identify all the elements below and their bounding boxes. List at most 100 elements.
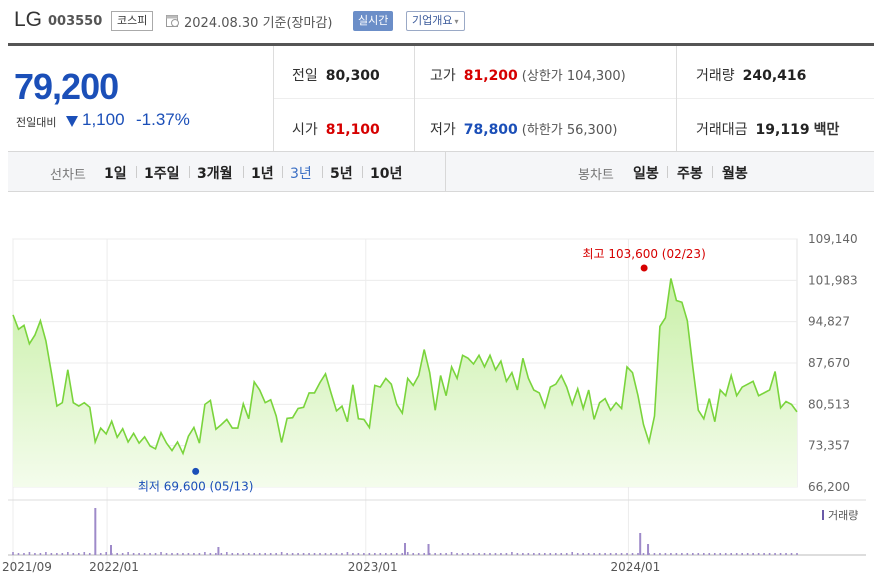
volume-bar <box>324 553 327 555</box>
open: 시가 81,100 <box>292 119 380 139</box>
volume-bar <box>702 553 705 555</box>
high-value: 81,200 <box>463 68 518 84</box>
volume-bar <box>730 553 733 555</box>
period-10y[interactable]: 10년 <box>370 166 403 182</box>
clock-icon <box>166 15 179 27</box>
period-1d[interactable]: 1일 <box>104 166 127 182</box>
volume-bar <box>297 553 299 555</box>
y-tick-label: 87,670 <box>808 356 850 370</box>
period-1y[interactable]: 1년 <box>251 166 274 182</box>
volume-bar <box>746 553 749 555</box>
period-3y[interactable]: 3년 <box>290 166 312 182</box>
stock-header: LG 003550 코스피 2024.08.30 기준(장마감) 실시간 기업개… <box>0 0 874 44</box>
volume-bar <box>77 553 80 555</box>
prev-close: 전일 80,300 <box>292 65 380 85</box>
volume-bar <box>757 553 760 555</box>
volume-bar <box>67 552 69 555</box>
prev-close-value: 80,300 <box>325 68 380 84</box>
volume-bar <box>774 553 776 555</box>
volume-bar <box>143 553 146 555</box>
volume-bar <box>434 553 436 555</box>
volume-bar <box>368 553 371 555</box>
volume-bar <box>253 553 256 555</box>
chevron-down-icon: ▾ <box>454 17 459 26</box>
volume-bar <box>335 553 338 555</box>
volume-bar <box>659 553 661 555</box>
volume-bar <box>269 553 272 555</box>
x-tick-label: 2024/01 <box>610 560 660 574</box>
period-3m[interactable]: 3개월 <box>197 166 233 182</box>
open-label: 시가 <box>292 122 318 138</box>
period-1w[interactable]: 1주일 <box>144 166 180 182</box>
volume-bar <box>768 553 771 555</box>
volume-bar <box>604 553 606 555</box>
x-tick-label: 2023/01 <box>348 560 398 574</box>
volume-bar <box>427 544 430 555</box>
volume-bar <box>522 553 524 555</box>
candle-monthly[interactable]: 월봉 <box>722 166 748 182</box>
quote-row-divider <box>274 98 874 99</box>
candle-daily[interactable]: 일봉 <box>633 166 659 182</box>
volume-bar <box>352 553 354 555</box>
volume-bar <box>637 553 639 555</box>
volume-bar <box>511 552 513 555</box>
high-label: 고가 <box>430 68 456 84</box>
volume-bar <box>291 553 294 555</box>
volume-bar <box>626 553 628 555</box>
x-tick-label: 2021/09 <box>2 560 52 574</box>
header-divider <box>8 43 874 46</box>
volume-bar <box>404 543 406 555</box>
volume-bar <box>45 552 47 555</box>
prev-close-label: 전일 <box>292 68 318 84</box>
company-info-label: 기업개요 <box>412 14 453 27</box>
volume-bar <box>50 553 53 555</box>
volume-bar <box>258 553 261 555</box>
x-axis-ticks: 2021/09 2022/01 2023/01 2024/01 <box>2 560 660 574</box>
quote-divider <box>414 46 415 151</box>
period-bar-divider <box>445 152 446 192</box>
low: 저가 78,800 (하한가 56,300) <box>430 119 617 139</box>
y-axis-ticks: 109,140 101,983 94,827 87,670 80,513 73,357 66… <box>808 232 858 494</box>
volume-bar <box>341 553 343 555</box>
period-divider <box>282 166 283 178</box>
volume-bar <box>538 553 541 555</box>
volume-bar <box>357 553 360 555</box>
price-chart: 109,140 101,983 94,827 87,670 80,513 73,357 66… <box>2 232 866 574</box>
volume-bar <box>280 552 283 555</box>
volume-bar <box>527 553 530 555</box>
company-info-button[interactable]: 기업개요 ▾ <box>406 11 465 31</box>
volume-bar <box>17 553 20 555</box>
candle-weekly[interactable]: 주봉 <box>677 166 703 182</box>
base-date: 2024.08.30 기준(장마감) <box>184 16 333 31</box>
volume-bar <box>708 553 711 555</box>
volume-bar <box>171 553 173 555</box>
volume-bar <box>302 553 305 555</box>
volume-bar <box>23 553 25 555</box>
amount-unit: 백만 <box>813 122 840 138</box>
volume-bar <box>160 552 162 555</box>
volume-bar <box>533 553 535 555</box>
down-triangle-icon <box>66 116 78 127</box>
y-tick-label: 80,513 <box>808 397 850 411</box>
volume-bar <box>639 533 642 555</box>
volume-bar <box>215 553 217 555</box>
upper-limit: (상한가 104,300) <box>521 69 626 84</box>
volume-bar <box>500 553 502 555</box>
realtime-button[interactable]: 실시간 <box>353 11 394 31</box>
volume-bar <box>609 553 612 555</box>
volume-bar <box>796 553 798 555</box>
volume-bar <box>719 553 722 555</box>
volume-bar <box>12 552 14 555</box>
volume-bar <box>204 552 206 555</box>
period-5y[interactable]: 5년 <box>330 166 353 182</box>
volume-bar <box>138 553 140 555</box>
volume-bar <box>735 553 738 555</box>
change-value: 1,100 <box>82 110 125 129</box>
volume-bar <box>489 553 491 555</box>
price-line <box>12 278 798 456</box>
y-tick-label: 66,200 <box>808 480 850 494</box>
volume-bar <box>450 552 453 555</box>
period-divider <box>362 166 363 178</box>
volume-bar <box>110 545 112 555</box>
volume-bar <box>330 553 332 555</box>
